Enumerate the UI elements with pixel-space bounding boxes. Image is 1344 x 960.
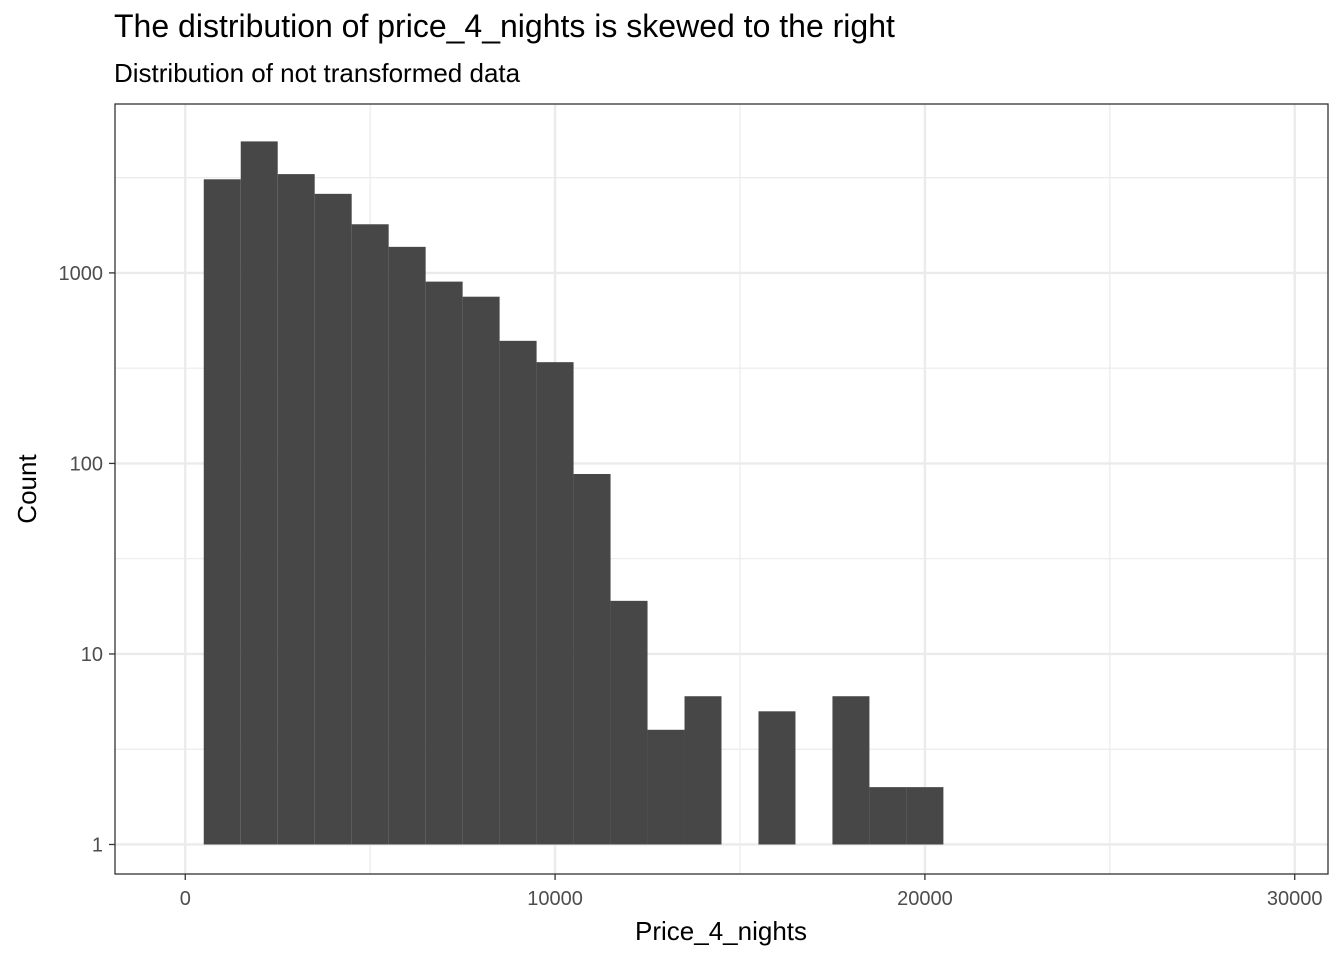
histogram-bar xyxy=(240,141,278,845)
histogram-bar xyxy=(647,729,685,845)
histogram-bar xyxy=(758,711,796,845)
chart-title: The distribution of price_4_nights is sk… xyxy=(114,8,895,44)
histogram-bar xyxy=(536,362,574,845)
histogram-bar xyxy=(203,179,241,845)
histogram-bar xyxy=(906,787,944,845)
x-tick-label: 30000 xyxy=(1267,888,1323,910)
histogram-bar xyxy=(684,696,722,845)
plot-panel-border xyxy=(114,103,1329,875)
y-axis-title: Count xyxy=(12,454,42,524)
histogram-bar xyxy=(314,193,352,845)
histogram-bar xyxy=(610,600,648,845)
histogram-bar xyxy=(277,174,315,845)
histogram-bar xyxy=(388,246,426,845)
histogram-bar xyxy=(499,340,537,845)
x-tick-label: 10000 xyxy=(527,888,583,910)
histogram-bar xyxy=(869,787,907,845)
chart-subtitle: Distribution of not transformed data xyxy=(114,58,521,88)
y-tick-label: 1 xyxy=(92,834,103,856)
histogram-bar xyxy=(832,696,870,845)
x-tick-label: 20000 xyxy=(897,888,953,910)
y-tick-label: 1000 xyxy=(59,263,104,285)
histogram-bars xyxy=(203,141,944,845)
histogram-bar xyxy=(462,296,500,845)
x-tick-label: 0 xyxy=(180,888,191,910)
y-tick-label: 100 xyxy=(70,453,103,475)
x-axis-title: Price_4_nights xyxy=(635,916,807,946)
histogram-bar xyxy=(425,281,463,845)
histogram-bar xyxy=(573,474,611,845)
axes: 0 10000 20000 30000 1 10 100 1000 xyxy=(59,263,1323,910)
y-tick-label: 10 xyxy=(81,644,103,666)
histogram-bar xyxy=(351,224,389,845)
